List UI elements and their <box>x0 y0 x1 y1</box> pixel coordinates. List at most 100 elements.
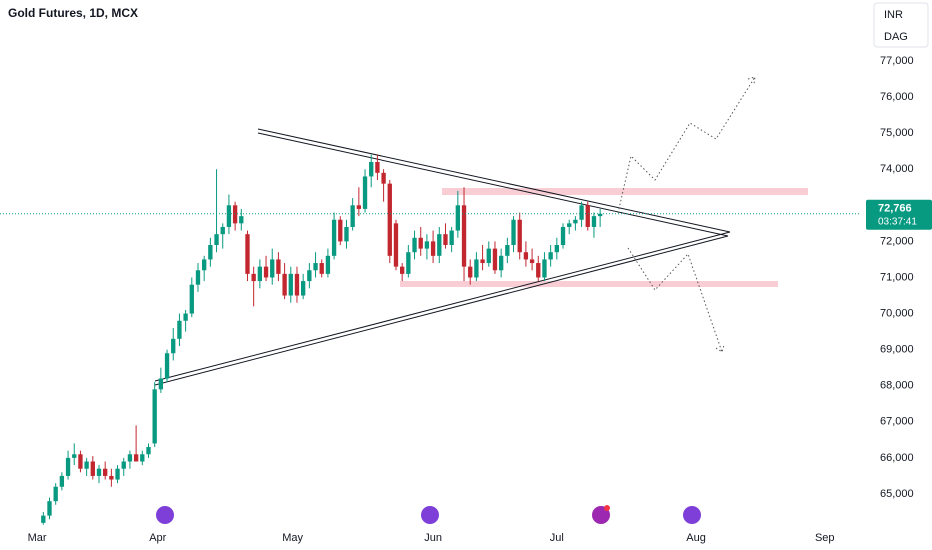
currency: INR <box>884 9 903 21</box>
candle-body <box>356 205 362 209</box>
candle-body <box>171 338 176 354</box>
y-tick-label: 71,000 <box>880 271 914 283</box>
candle-body <box>115 468 120 480</box>
candle-body <box>492 248 498 271</box>
candle-body <box>121 461 126 469</box>
candle-body <box>585 205 590 227</box>
candle-body <box>412 237 417 253</box>
candle-body <box>449 230 454 245</box>
candle-body <box>560 226 566 245</box>
candle-body <box>523 252 529 260</box>
event-badge <box>604 505 610 511</box>
event-icons <box>156 505 701 524</box>
candle-body <box>307 270 312 282</box>
candle-body <box>319 263 324 274</box>
countdown: 03:37:41 <box>878 216 917 227</box>
y-tick-label: 66,000 <box>880 452 914 464</box>
candle-body <box>202 259 207 271</box>
candle-body <box>72 454 77 458</box>
x-tick-label: Mar <box>28 532 47 544</box>
candle-body <box>517 219 522 253</box>
x-tick-label: Aug <box>686 532 706 544</box>
candle-body <box>189 284 194 314</box>
candle-body <box>579 205 584 220</box>
candle-body <box>158 378 164 390</box>
candle-body <box>430 241 436 256</box>
candle-body <box>133 454 139 462</box>
candle-body <box>78 454 83 469</box>
y-tick-label: 74,000 <box>880 163 914 175</box>
candle-body <box>548 252 553 260</box>
price-tag <box>866 199 932 230</box>
candle-body <box>468 266 473 278</box>
candle-body <box>220 226 225 235</box>
event-icon[interactable] <box>683 506 701 524</box>
candle-body <box>529 259 535 264</box>
scale-box[interactable] <box>873 2 929 48</box>
x-tick-label: Jun <box>424 532 442 544</box>
lower-trendline <box>154 231 731 386</box>
y-tick-label: 76,000 <box>880 91 914 103</box>
candle-body <box>542 259 547 278</box>
y-tick-label: 77,000 <box>880 55 914 67</box>
candle-body <box>591 216 597 227</box>
drawings <box>154 76 808 386</box>
candle-body <box>331 219 337 256</box>
candle-body <box>511 219 516 245</box>
y-tick-label: 65,000 <box>880 488 914 500</box>
candle-body <box>96 468 102 476</box>
candle-body <box>399 266 405 274</box>
candle-body <box>226 205 232 227</box>
candle-body <box>567 223 572 227</box>
candle-body <box>406 252 411 274</box>
candle-body <box>177 320 182 339</box>
candle-body <box>214 234 219 245</box>
candle-body <box>338 219 343 242</box>
candle-body <box>164 353 170 379</box>
candle-body <box>146 447 151 455</box>
candle-body <box>461 205 467 267</box>
candle-body <box>53 486 58 502</box>
support-zone <box>400 281 778 287</box>
candle-body <box>208 245 213 260</box>
x-tick-label: May <box>282 532 303 544</box>
candle-body <box>486 248 491 264</box>
event-icon[interactable] <box>421 506 439 524</box>
candle-body <box>232 205 238 224</box>
y-tick-label: 70,000 <box>880 307 914 319</box>
unit: DAG <box>884 31 908 43</box>
candle-body <box>597 213 603 217</box>
candle-body <box>325 255 331 274</box>
price-tag-label: 72,766 <box>878 203 912 215</box>
candle-body <box>381 172 386 184</box>
candle-body <box>276 259 281 274</box>
candle-body <box>282 273 287 296</box>
candle-body <box>437 234 442 256</box>
candle-body <box>47 501 52 516</box>
candle-body <box>195 270 201 285</box>
candle-body <box>480 259 485 264</box>
candle-body <box>505 245 510 256</box>
y-tick-label: 75,000 <box>880 127 914 139</box>
bearish-projection <box>627 247 725 353</box>
candle-body <box>474 259 479 278</box>
candle-body <box>424 241 430 249</box>
x-tick-label: Jul <box>550 532 564 544</box>
candle-body <box>455 205 461 231</box>
candle-body <box>301 281 306 296</box>
candle-body <box>239 216 244 224</box>
candle-body <box>350 205 355 227</box>
candle-body <box>251 273 256 282</box>
candle-body <box>84 461 89 469</box>
candle-body <box>369 162 374 177</box>
event-icon[interactable] <box>156 506 174 524</box>
candle-body <box>573 219 578 224</box>
candle-body <box>294 273 300 296</box>
candle-body <box>65 457 71 476</box>
candle-body <box>257 266 263 282</box>
y-tick-label: 72,000 <box>880 235 914 247</box>
y-tick-label: 68,000 <box>880 380 914 392</box>
candle-body <box>41 515 46 523</box>
candle-body <box>313 263 318 271</box>
